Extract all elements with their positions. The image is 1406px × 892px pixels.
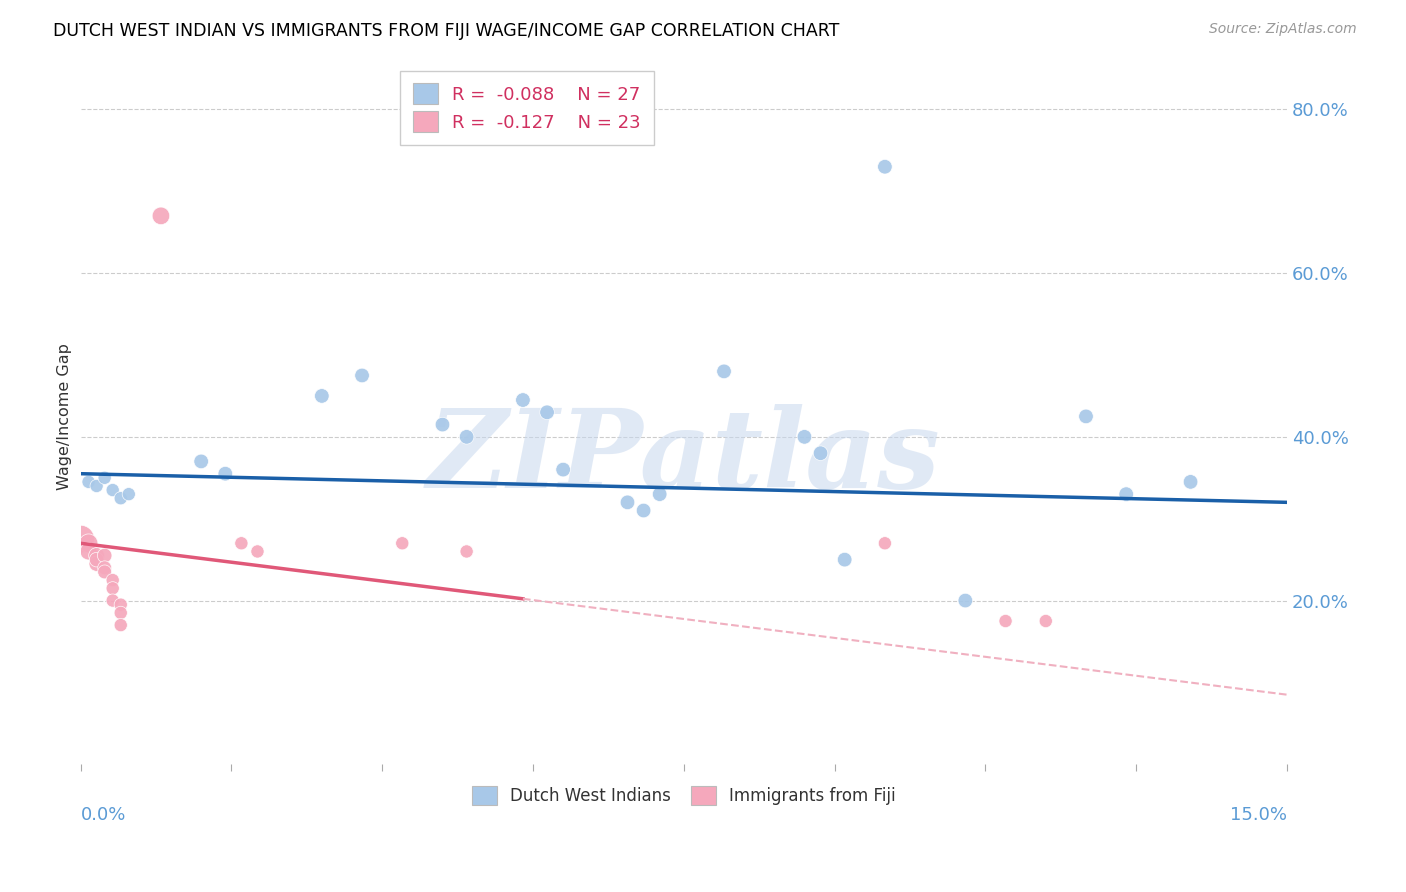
Point [834,552,856,566]
Point [93,561,115,575]
Point [793,430,815,444]
Point [77,536,100,550]
Point [456,544,478,558]
Point [633,503,655,517]
Point [311,389,333,403]
Point [1115,487,1137,501]
Point [86,557,108,571]
Point [69,532,91,546]
Point [86,479,108,493]
Point [616,495,638,509]
Text: 0.0%: 0.0% [80,806,127,824]
Text: ZIPatlas: ZIPatlas [427,404,941,512]
Point [118,487,141,501]
Text: 15.0%: 15.0% [1230,806,1286,824]
Point [456,430,478,444]
Point [77,544,100,558]
Point [77,475,100,489]
Point [101,593,124,607]
Point [536,405,558,419]
Point [955,593,977,607]
Point [110,491,132,506]
Point [101,573,124,587]
Point [214,467,236,481]
Point [110,598,132,612]
Point [101,582,124,596]
Text: DUTCH WEST INDIAN VS IMMIGRANTS FROM FIJI WAGE/INCOME GAP CORRELATION CHART: DUTCH WEST INDIAN VS IMMIGRANTS FROM FIJ… [53,22,839,40]
Point [432,417,454,432]
Point [648,487,671,501]
Point [190,454,212,468]
Point [93,549,115,563]
Point [352,368,374,383]
Point [86,549,108,563]
Point [873,536,896,550]
Point [810,446,832,460]
Point [101,483,124,497]
Text: Source: ZipAtlas.com: Source: ZipAtlas.com [1209,22,1357,37]
Point [110,606,132,620]
Point [149,209,172,223]
Point [231,536,253,550]
Point [1035,614,1057,628]
Point [110,618,132,632]
Point [93,471,115,485]
Point [994,614,1017,628]
Point [246,544,269,558]
Point [553,462,575,476]
Point [713,364,735,378]
Point [86,552,108,566]
Point [873,160,896,174]
Point [1074,409,1097,424]
Point [512,392,534,407]
Point [391,536,413,550]
Point [93,565,115,579]
Legend: Dutch West Indians, Immigrants from Fiji: Dutch West Indians, Immigrants from Fiji [465,779,903,812]
Point [1180,475,1202,489]
Y-axis label: Wage/Income Gap: Wage/Income Gap [58,343,72,490]
